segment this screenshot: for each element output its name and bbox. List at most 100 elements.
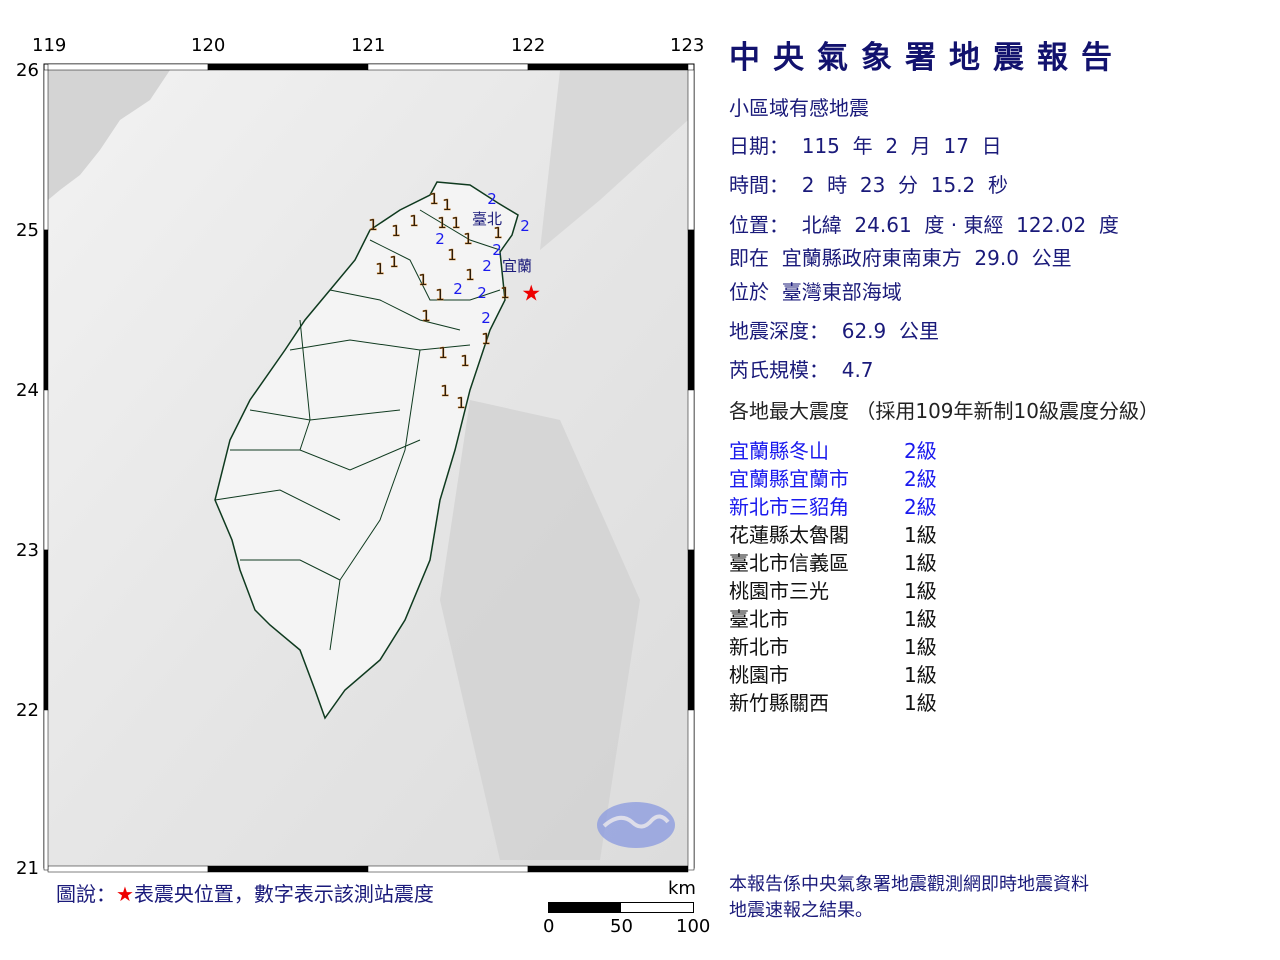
station-intensity: 1 <box>368 216 378 234</box>
station-name: 新竹縣關西 <box>729 691 829 715</box>
border-segment <box>367 865 529 873</box>
scale-unit: km <box>668 878 696 899</box>
lon-tick: 121 <box>351 35 386 56</box>
ryukyu-slope <box>540 70 688 250</box>
border-segment <box>43 549 49 711</box>
station-name: 新北市 <box>729 635 789 659</box>
station-intensity: 1 <box>451 214 461 232</box>
report-subtitle: 小區域有感地震 <box>729 96 869 120</box>
border-segment <box>687 709 695 871</box>
station-name: 新北市三貂角 <box>729 495 849 519</box>
report-depth: 地震深度： 62.9 公里 <box>729 319 939 343</box>
report-time: 時間： 2 時 23 分 15.2 秒 <box>729 173 1008 197</box>
county-boundaries <box>214 209 501 651</box>
border-segment <box>687 549 695 711</box>
station-intensity: 1 <box>438 344 448 362</box>
station-intensity: 2 <box>482 257 492 275</box>
lat-tick: 26 <box>16 60 39 81</box>
border-segment <box>687 69 695 231</box>
report-footer: 本報告係中央氣象署地震觀測網即時地震資料 地震速報之結果。 <box>729 872 1089 924</box>
station-intensity: 1 <box>391 222 401 240</box>
station-intensity: 2 <box>487 190 497 208</box>
report-relative-location: 即在 宜蘭縣政府東南東方 29.0 公里 <box>729 246 1072 270</box>
station-intensity: 1 <box>456 394 466 412</box>
station-intensity: 2 <box>481 309 491 327</box>
station-intensity: 1 <box>465 266 475 284</box>
report-region: 位於 臺灣東部海域 <box>729 280 902 304</box>
station-name: 宜蘭縣冬山 <box>729 439 829 463</box>
lon-tick: 123 <box>670 35 705 56</box>
intensity-header: 各地最大震度 （採用109年新制10級震度分級） <box>729 399 1159 423</box>
station-name: 臺北市信義區 <box>729 551 849 575</box>
station-intensity: 1 <box>481 330 491 348</box>
station-level: 2級 <box>904 495 937 519</box>
station-name: 宜蘭縣宜蘭市 <box>729 467 849 491</box>
border-segment <box>527 865 689 873</box>
station-intensity: 1 <box>421 307 431 325</box>
footer-line: 本報告係中央氣象署地震觀測網即時地震資料 <box>729 874 1089 895</box>
station-intensity: 1 <box>442 196 452 214</box>
city-label-taipei: 臺北 <box>472 210 502 228</box>
station-intensity: 1 <box>389 253 399 271</box>
china-coast <box>48 70 170 200</box>
station-intensity: 2 <box>520 217 530 235</box>
lat-tick: 21 <box>16 858 39 879</box>
footer-line: 地震速報之結果。 <box>729 900 873 921</box>
station-intensity: 1 <box>493 224 503 242</box>
station-level: 1級 <box>904 607 937 631</box>
station-level: 1級 <box>904 523 937 547</box>
station-intensity: 2 <box>453 280 463 298</box>
border-segment <box>47 865 209 873</box>
border-segment <box>207 63 369 71</box>
legend-text: 表震央位置，數字表示該測站震度 <box>133 882 434 906</box>
eastern-ridge <box>440 400 640 860</box>
station-intensity: 1 <box>418 271 428 289</box>
station-intensity: 1 <box>440 382 450 400</box>
border-segment <box>207 865 369 873</box>
border-segment <box>367 63 529 71</box>
taiwan-island <box>214 181 519 720</box>
station-intensity: 2 <box>477 284 487 302</box>
cwa-logo <box>597 802 675 848</box>
border-segment <box>43 229 49 391</box>
station-intensity: 1 <box>437 214 447 232</box>
report-title: 中央氣象署地震報告 <box>729 40 1125 76</box>
scale-label: 50 <box>610 916 633 937</box>
station-level: 1級 <box>904 551 937 575</box>
scale-bar <box>548 902 694 913</box>
station-name: 桃園市 <box>729 663 789 687</box>
station-name: 花蓮縣太魯閣 <box>729 523 849 547</box>
station-level: 1級 <box>904 691 937 715</box>
station-name: 臺北市 <box>729 607 789 631</box>
station-intensity: 1 <box>463 230 473 248</box>
station-level: 1級 <box>904 663 937 687</box>
station-intensity: 1 <box>447 246 457 264</box>
station-level: 1級 <box>904 579 937 603</box>
lat-tick: 24 <box>16 380 39 401</box>
report-position: 位置： 北緯 24.61 度 · 東經 122.02 度 <box>729 213 1119 237</box>
station-intensity: 1 <box>500 284 510 302</box>
lon-tick: 120 <box>191 35 226 56</box>
border-segment <box>687 389 695 551</box>
station-name: 桃園市三光 <box>729 579 829 603</box>
lon-tick: 119 <box>32 35 67 56</box>
station-intensity: 1 <box>460 352 470 370</box>
station-intensity: 2 <box>435 230 445 248</box>
report-magnitude: 芮氏規模： 4.7 <box>729 358 874 382</box>
station-level: 2級 <box>904 439 937 463</box>
legend-star-icon: ★ <box>116 882 134 906</box>
border-segment <box>43 389 49 551</box>
scale-label: 100 <box>676 916 711 937</box>
lat-tick: 25 <box>16 220 39 241</box>
epicenter-star-icon: ★ <box>521 281 541 306</box>
border-segment <box>47 63 209 71</box>
report-date: 日期： 115 年 2 月 17 日 <box>729 134 1002 158</box>
station-intensity: 2 <box>492 241 502 259</box>
lat-tick: 22 <box>16 700 39 721</box>
station-intensity: 1 <box>435 286 445 304</box>
scale-label: 0 <box>543 916 555 937</box>
station-intensity: 1 <box>429 190 439 208</box>
station-level: 1級 <box>904 635 937 659</box>
